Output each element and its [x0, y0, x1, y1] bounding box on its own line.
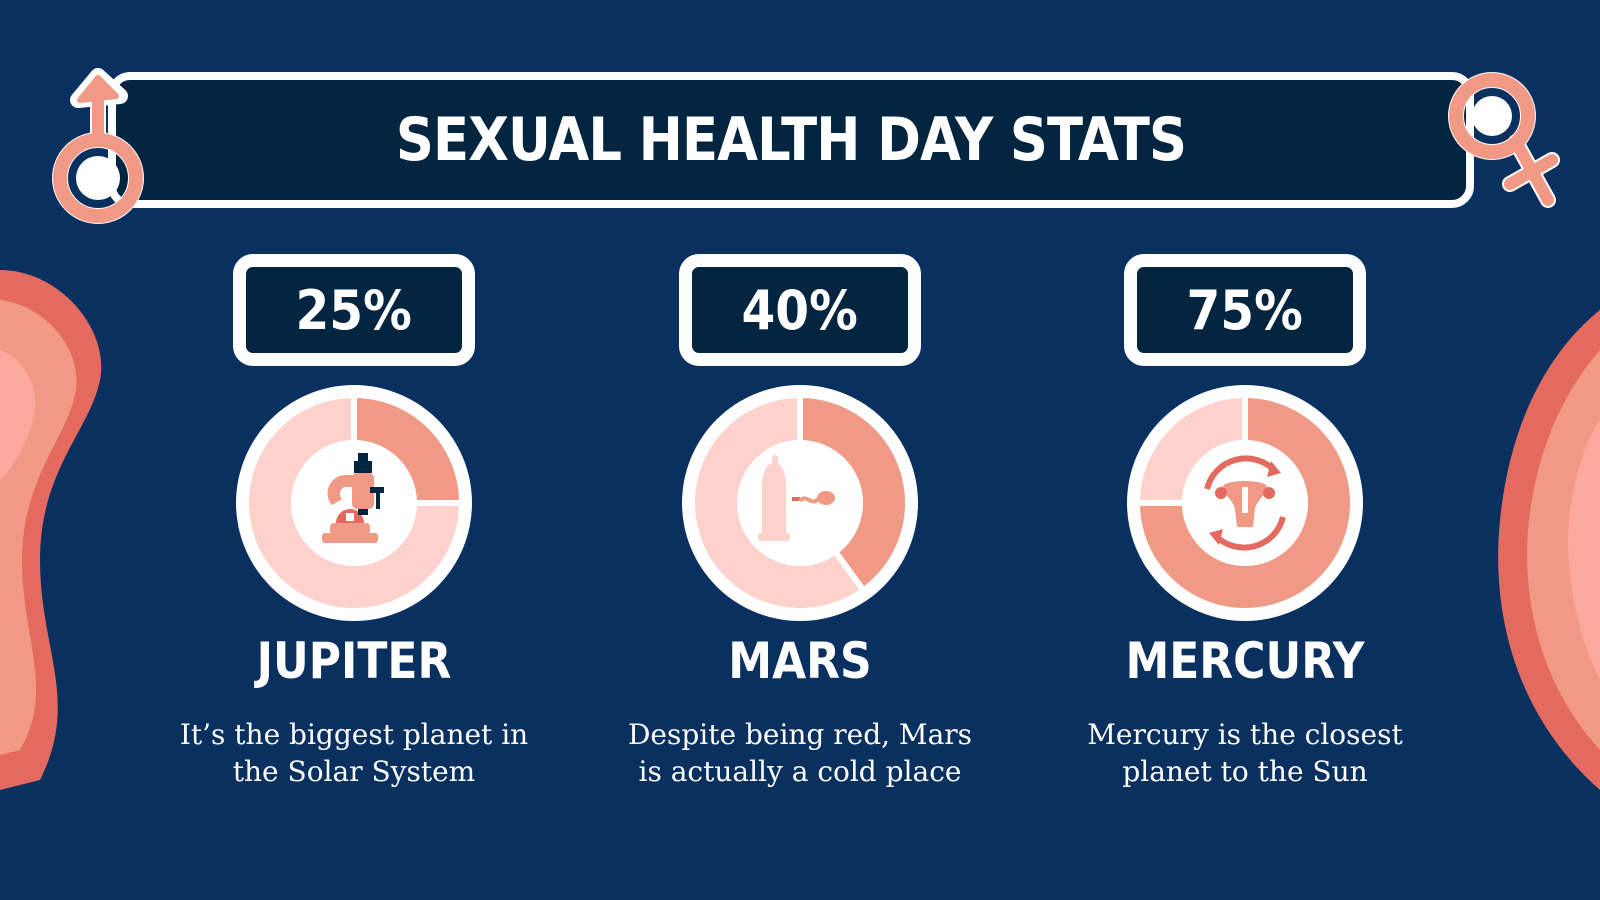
left-decorative-blob — [0, 270, 102, 790]
percentage-box: 40% — [679, 254, 921, 366]
microscope-icon — [322, 453, 384, 543]
uterus-cycle-icon — [1204, 455, 1286, 551]
percentage-value: 75% — [1186, 278, 1304, 342]
donut-chart-mars — [682, 385, 918, 621]
percentage-value: 25% — [295, 278, 413, 342]
percentage-value: 40% — [741, 278, 859, 342]
description-line: Despite being red, Mars — [627, 718, 973, 751]
male-symbol-icon — [52, 68, 144, 224]
description-line: the Solar System — [232, 755, 476, 788]
donut-arc-jupiter — [353, 398, 459, 504]
percentage-box: 75% — [1124, 254, 1366, 366]
stat-name: JUPITER — [256, 632, 452, 690]
donut-gap-end — [832, 549, 866, 593]
right-decorative-blob — [1498, 310, 1600, 790]
stat-description: Despite being red, Mars is actually a co… — [590, 716, 1010, 790]
stat-name: MARS — [728, 632, 872, 690]
description-line: is actually a cold place — [638, 755, 962, 788]
donut-arc-mercury — [1140, 398, 1350, 608]
page-title: SEXUAL HEALTH DAY STATS — [395, 105, 1187, 175]
donut-arc-mars — [799, 398, 905, 588]
title-banner: SEXUAL HEALTH DAY STATS — [108, 72, 1474, 208]
stat-description: Mercury is the closest planet to the Sun — [1035, 716, 1455, 790]
description-line: It’s the biggest planet in — [179, 718, 529, 751]
female-symbol-icon — [1448, 72, 1560, 208]
stat-name: MERCURY — [1125, 632, 1365, 690]
description-line: Mercury is the closest — [1087, 718, 1403, 751]
donut-chart-jupiter — [236, 385, 472, 621]
percentage-box: 25% — [233, 254, 475, 366]
donut-chart-mercury — [1127, 385, 1363, 621]
description-line: planet to the Sun — [1122, 755, 1368, 788]
condom-sperm-icon — [758, 455, 835, 541]
stat-description: It’s the biggest planet in the Solar Sys… — [144, 716, 564, 790]
